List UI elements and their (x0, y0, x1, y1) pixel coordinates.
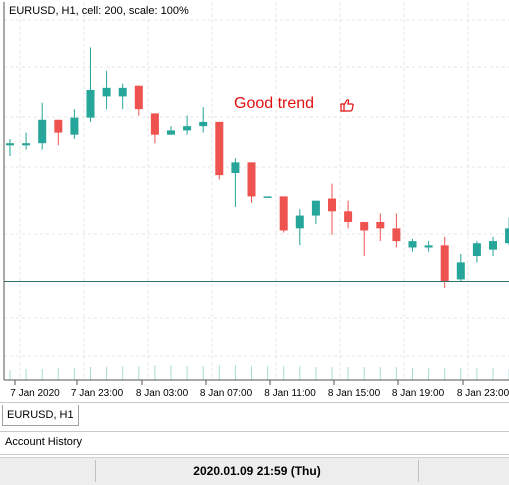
candle-body (328, 198, 336, 212)
candlestick-chart[interactable]: 7 Jan 2020 7 Jan 23:00 8 Jan 03:00 8 Jan 07… (0, 0, 509, 402)
x-tick-label: 8 Jan 07:00 (200, 388, 253, 399)
candle-body (344, 211, 353, 222)
candle[interactable] (279, 196, 288, 233)
candle[interactable] (392, 213, 401, 248)
candle-body (263, 196, 272, 198)
candle-body (376, 221, 385, 229)
candle[interactable] (118, 83, 127, 110)
x-tick-label: 7 Jan 2020 (10, 388, 60, 399)
candle-body (134, 85, 143, 110)
candle-body (6, 143, 14, 146)
candle[interactable] (215, 121, 224, 180)
account-history-label[interactable]: Account History (5, 436, 83, 448)
candle[interactable] (231, 158, 240, 208)
candle-body (489, 241, 497, 250)
candle-body (456, 262, 465, 280)
candle-body (167, 130, 175, 135)
x-axis-ticks: 7 Jan 2020 7 Jan 23:00 8 Jan 03:00 8 Jan 07… (10, 380, 509, 399)
candle[interactable] (6, 138, 14, 156)
candle[interactable] (183, 115, 192, 135)
candle[interactable] (408, 238, 417, 252)
candle-body (279, 196, 288, 231)
candle[interactable] (344, 200, 353, 229)
symbol-tab-bar: EURUSD, H1 (0, 402, 509, 427)
x-tick-label: 8 Jan 03:00 (136, 388, 189, 399)
chart-background (0, 0, 509, 402)
candle-body (505, 228, 509, 244)
good-trend-annotation[interactable]: Good trend (234, 95, 314, 112)
candle-body (424, 245, 433, 248)
account-history-bar: Account History (0, 431, 509, 455)
x-tick-label: 8 Jan 19:00 (392, 388, 445, 399)
candle[interactable] (311, 200, 320, 225)
candle-body (295, 215, 304, 229)
status-time: 2020.01.09 21:59 (Thu) (193, 464, 321, 478)
x-tick-label: 8 Jan 11:00 (264, 388, 316, 399)
candle-body (183, 126, 192, 131)
candle-body (70, 117, 79, 135)
x-tick-label: 7 Jan 23:00 (71, 388, 124, 399)
candle[interactable] (150, 113, 159, 144)
candle[interactable] (22, 132, 31, 150)
candle-body (199, 121, 208, 127)
candle-body (86, 89, 95, 118)
candle-body (38, 119, 47, 144)
candle[interactable] (328, 183, 336, 235)
chart-header: EURUSD, H1, cell: 200, scale: 100% (9, 5, 189, 17)
candle[interactable] (167, 126, 175, 135)
candle[interactable] (134, 85, 143, 116)
status-time-cell: 2020.01.09 21:59 (Thu) (95, 460, 419, 482)
candle[interactable] (102, 70, 111, 110)
candle[interactable] (424, 241, 433, 252)
candle-body (408, 241, 417, 248)
candle[interactable] (263, 196, 272, 198)
candle-body (440, 245, 449, 282)
candle-body (54, 119, 63, 133)
x-tick-label: 8 Jan 15:00 (328, 388, 381, 399)
tab-eurusd-h1[interactable]: EURUSD, H1 (2, 405, 79, 426)
status-bar: 2020.01.09 21:59 (Thu) (0, 457, 509, 485)
candle[interactable] (295, 209, 304, 246)
candle-body (215, 121, 224, 176)
candle[interactable] (505, 217, 509, 246)
candle[interactable] (54, 119, 63, 146)
candle-body (311, 200, 320, 216)
candle[interactable] (247, 162, 256, 203)
x-tick-label: 8 Jan 23:00 (457, 388, 509, 399)
candle[interactable] (376, 213, 385, 242)
candle[interactable] (70, 109, 79, 139)
candle-layer (6, 47, 509, 288)
candle-body (247, 162, 256, 197)
candle[interactable] (456, 253, 465, 282)
candle[interactable] (38, 102, 47, 150)
candle[interactable] (86, 47, 95, 122)
candle[interactable] (440, 236, 449, 288)
candle-body (360, 221, 369, 231)
candle-body (102, 87, 111, 97)
thumbs-up-icon (340, 99, 354, 112)
candle-body (118, 87, 127, 97)
candle-body (472, 243, 481, 257)
candle-body (22, 143, 31, 146)
volume-layer (9, 365, 509, 380)
candle[interactable] (472, 241, 481, 263)
candle-body (231, 162, 240, 173)
candle-body (150, 113, 159, 135)
candle[interactable] (360, 221, 369, 257)
candle[interactable] (489, 236, 497, 257)
candle[interactable] (199, 107, 208, 133)
candle-body (392, 228, 401, 242)
